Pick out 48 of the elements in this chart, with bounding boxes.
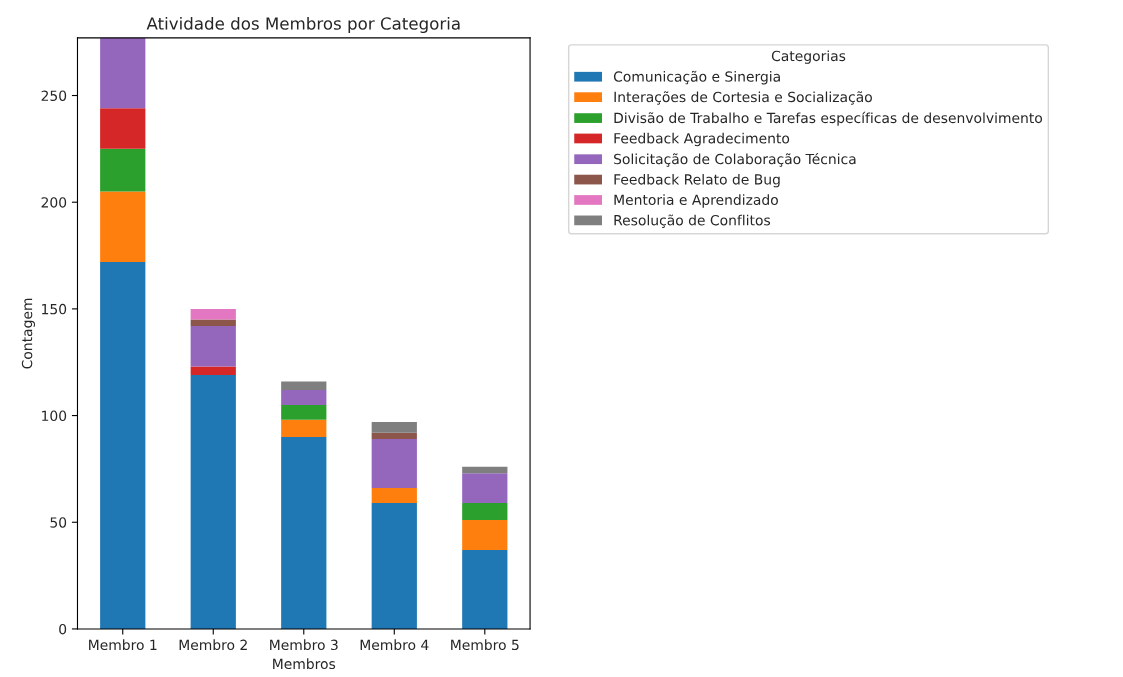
legend-label: Resolução de Conflitos — [614, 214, 771, 228]
y-tick-label: 200 — [41, 197, 67, 208]
legend-label: Divisão de Trabalho e Tarefas específicas de desenvolvimento — [614, 111, 1043, 126]
legend-label: Feedback Relato de Bug — [614, 173, 780, 188]
x-tick-label: Membro 4 — [360, 639, 429, 651]
bar — [462, 549, 508, 629]
bar — [190, 325, 236, 367]
y-tick-label: 50 — [50, 517, 67, 528]
y-tick-label: 150 — [42, 303, 67, 315]
bar — [281, 389, 327, 405]
y-tick-label: 0 — [59, 623, 67, 635]
bar — [100, 148, 146, 192]
bar — [462, 503, 508, 521]
bar — [190, 375, 236, 629]
bar — [281, 381, 327, 390]
bar — [281, 404, 327, 420]
bar — [100, 191, 146, 262]
legend-label: Mentoria e Aprendizado — [614, 194, 778, 208]
bar — [190, 366, 236, 376]
chart-title: Atividade dos Membros por Categoria — [146, 16, 460, 34]
legend-label: Feedback Agradecimento — [614, 132, 790, 147]
bar — [190, 319, 236, 326]
bar — [190, 308, 236, 320]
legend-label: Solicitação de Colaboração Técnica — [614, 152, 856, 167]
legend-label: Interações de Cortesia e Socialização — [614, 91, 872, 105]
bar — [462, 520, 508, 550]
x-tick-label: Membro 2 — [179, 639, 247, 651]
legend-label: Comunicação e Sinergia — [613, 70, 780, 85]
bar — [281, 436, 327, 629]
legend-title: Categorias — [771, 50, 846, 64]
bar — [371, 439, 417, 489]
bar — [371, 432, 417, 440]
bar — [100, 261, 146, 629]
bar — [100, 37, 146, 109]
bar — [371, 503, 417, 629]
y-axis-title: Contagem — [21, 298, 35, 369]
y-tick-label: 100 — [42, 410, 67, 422]
bar — [100, 108, 146, 149]
x-tick-label: Membro 3 — [270, 639, 338, 651]
x-tick-label: Membro 1 — [89, 639, 157, 651]
bar — [281, 419, 327, 437]
x-tick-label: Membro 5 — [451, 639, 519, 651]
y-tick-label: 250 — [41, 90, 67, 101]
bar — [462, 466, 508, 474]
bar — [371, 421, 417, 433]
x-axis-title: Membros — [273, 658, 336, 670]
bar — [462, 473, 508, 504]
bar — [371, 488, 417, 504]
